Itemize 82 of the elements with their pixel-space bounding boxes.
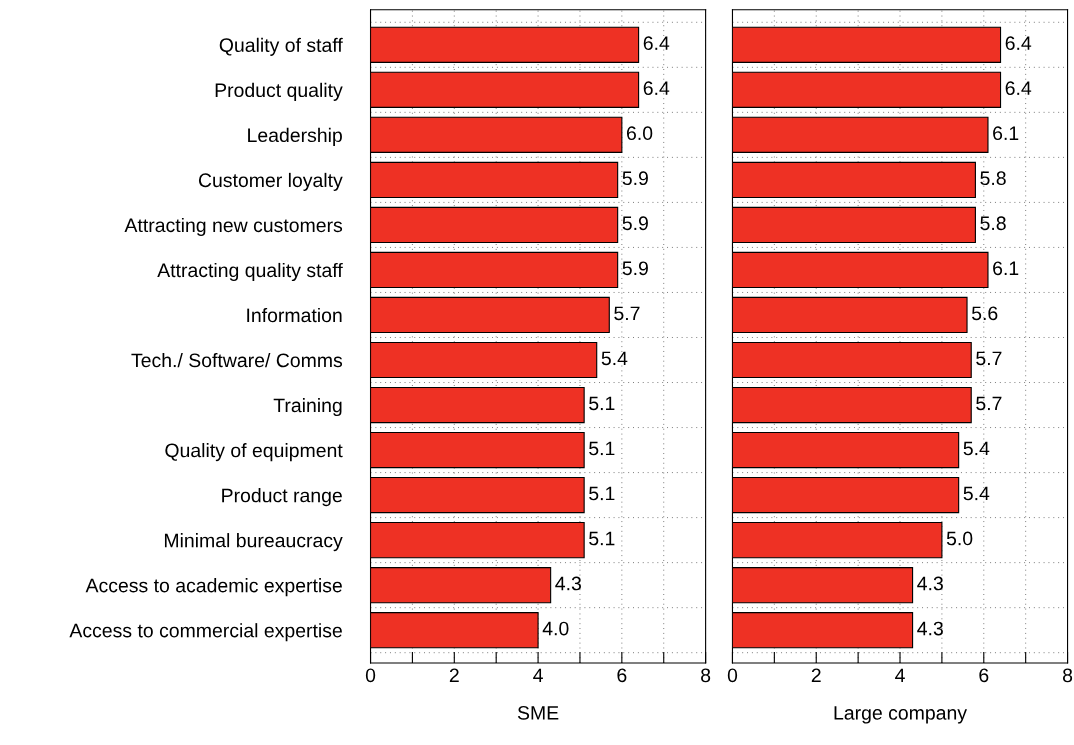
- data-label: 4.3: [555, 576, 581, 591]
- x-tick-label: 0: [365, 668, 376, 683]
- y-tick-label: Quality of equipment: [165, 443, 343, 462]
- data-label: 4.3: [917, 621, 943, 636]
- bar: [732, 251, 989, 289]
- data-label: 5.4: [963, 441, 990, 456]
- data-label: 5.4: [963, 486, 990, 501]
- y-tick-label: Attracting new customers: [124, 217, 343, 236]
- bar: [732, 161, 976, 199]
- data-label: 5.9: [622, 216, 648, 231]
- bar: [370, 431, 585, 469]
- y-tick-label: Access to commercial expertise: [69, 623, 342, 642]
- data-label: 5.7: [976, 396, 1002, 411]
- data-label: 6.4: [643, 81, 670, 96]
- data-label: 6.4: [643, 36, 670, 51]
- x-tick-label: 0: [727, 668, 738, 683]
- data-label: 5.8: [980, 171, 1006, 186]
- bar: [732, 116, 989, 153]
- bar: [732, 71, 1002, 108]
- bar: [370, 522, 585, 559]
- bar: [732, 431, 960, 469]
- data-label: 5.1: [589, 396, 615, 411]
- x-axis-title: SME: [517, 705, 559, 720]
- data-label: 6.4: [1005, 81, 1032, 96]
- bar: [370, 71, 640, 108]
- data-label: 5.7: [976, 351, 1002, 366]
- bar: [370, 386, 585, 424]
- bar: [370, 476, 585, 514]
- data-label: 5.0: [946, 531, 973, 546]
- x-tick-label: 8: [701, 668, 711, 683]
- bar: [370, 206, 619, 244]
- y-tick-label: Training: [273, 397, 342, 417]
- x-tick-label: 8: [1062, 668, 1073, 683]
- bar: [370, 296, 610, 334]
- data-label: 5.7: [614, 306, 640, 321]
- y-tick-label: Product range: [222, 488, 342, 507]
- y-tick-label: Information: [247, 307, 342, 323]
- data-label: 5.1: [589, 441, 615, 456]
- x-tick-label: 4: [895, 668, 905, 682]
- bar: [732, 386, 972, 424]
- data-label: 4.3: [917, 576, 943, 591]
- bar: [370, 116, 623, 153]
- bar: [370, 612, 539, 649]
- data-label: 5.1: [589, 486, 615, 501]
- data-label: 5.4: [601, 351, 628, 366]
- x-tick-label: 6: [979, 668, 989, 683]
- bar: [732, 567, 914, 604]
- data-label: 6.0: [627, 126, 653, 141]
- y-tick-label: Customer loyalty: [198, 172, 343, 191]
- y-tick-label: Tech./ Software/ Comms: [131, 352, 343, 368]
- bar: [370, 161, 619, 199]
- bar: [732, 341, 972, 379]
- data-label: 6.4: [1005, 36, 1032, 51]
- bar: [732, 206, 976, 244]
- y-tick-label: Access to academic expertise: [85, 578, 342, 597]
- x-tick-label: 2: [449, 668, 459, 682]
- y-tick-label: Quality of staff: [219, 37, 343, 56]
- data-label: 5.1: [589, 531, 615, 546]
- x-tick-label: 6: [617, 668, 627, 683]
- bar: [370, 341, 598, 379]
- data-label: 4.0: [542, 621, 569, 636]
- x-tick-label: 2: [811, 668, 821, 682]
- bar: [732, 476, 960, 514]
- bar: [732, 522, 943, 559]
- data-label: 6.1: [993, 126, 1019, 141]
- data-label: 6.1: [993, 261, 1019, 276]
- data-label: 5.6: [971, 306, 998, 321]
- data-label: 5.8: [980, 216, 1006, 231]
- bar: [732, 296, 968, 334]
- data-label: 5.9: [622, 171, 648, 186]
- y-tick-label: Attracting quality staff: [157, 262, 343, 282]
- y-tick-label: Leadership: [248, 127, 342, 146]
- bar: [370, 251, 619, 289]
- x-tick-label: 4: [533, 668, 543, 682]
- data-label: 5.9: [622, 261, 648, 276]
- y-tick-label: Product quality: [215, 82, 343, 101]
- x-axis-title: Large company: [834, 706, 967, 724]
- bar: [370, 567, 552, 604]
- bar: [732, 612, 914, 649]
- bar: [732, 26, 1002, 63]
- bar: [370, 26, 640, 63]
- y-tick-label: Minimal bureaucracy: [164, 533, 343, 552]
